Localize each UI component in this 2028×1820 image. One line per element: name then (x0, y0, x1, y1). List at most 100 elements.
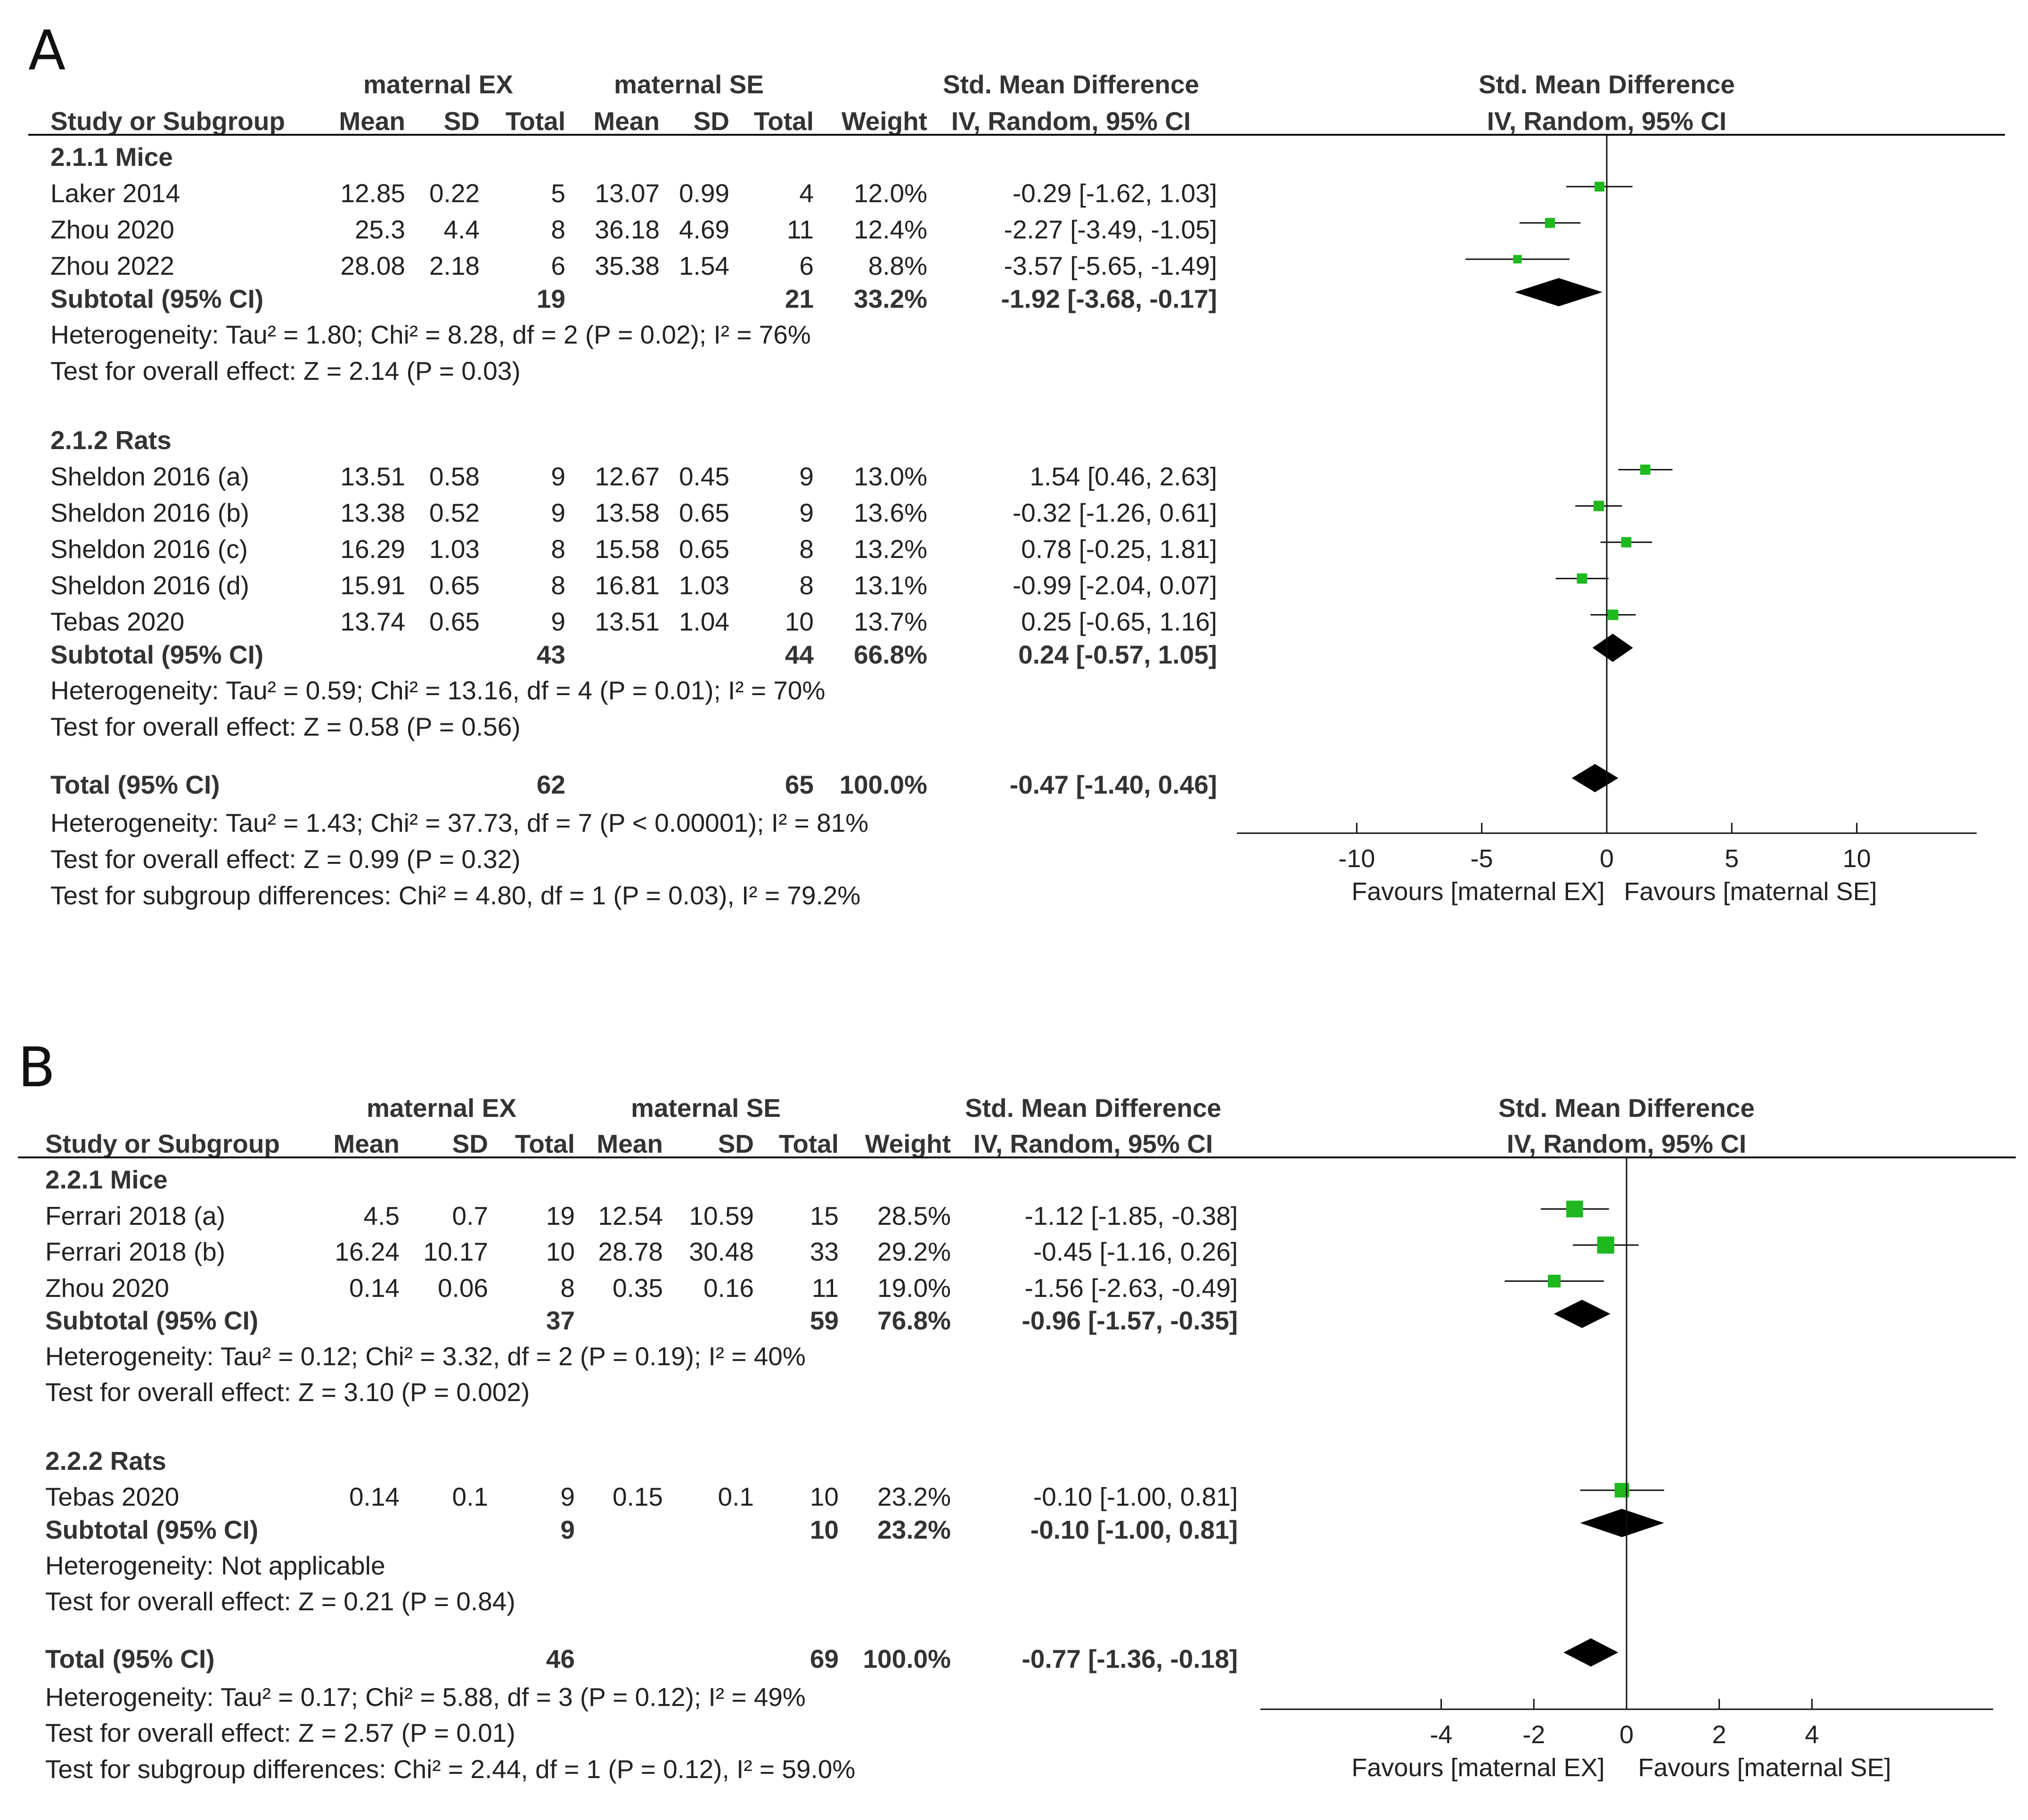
subgroup-title: 2.2.2 Rats (45, 1446, 166, 1476)
cell-weight: 23.2% (877, 1515, 951, 1544)
cell-ci: -2.27 [-3.49, -1.05] (1004, 215, 1218, 244)
summary-diamond (1514, 278, 1603, 306)
cell-sd-exp: 0.65 (429, 570, 480, 600)
overall-effect-text: Test for overall effect: Z = 2.14 (P = 0… (50, 356, 521, 386)
subgroup-differences-text: Test for subgroup differences: Chi² = 4.… (50, 880, 861, 910)
axis-tick-label: -10 (1338, 844, 1375, 873)
cell-ci: 0.25 [-0.65, 1.16] (1021, 607, 1217, 636)
cell-mean-exp: 16.24 (335, 1237, 400, 1266)
col-header-weight: Weight (865, 1129, 951, 1158)
header-rule (18, 1156, 2016, 1158)
favours-left-label: Favours [maternal EX] (1351, 877, 1604, 906)
col-header-mean: Mean (339, 107, 405, 136)
cell-total-ctl: 33 (810, 1237, 839, 1266)
cell-mean-ctl: 13.07 (595, 179, 660, 208)
summary-diamond (1571, 764, 1619, 793)
cell-total-exp: 9 (560, 1482, 575, 1512)
plot-header-ci: IV, Random, 95% CI (1487, 107, 1727, 136)
cell-weight: 8.8% (868, 251, 927, 280)
cell-total-exp: 9 (551, 498, 565, 527)
subgroup-title: 2.2.1 Mice (45, 1165, 168, 1194)
cell-weight: 100.0% (863, 1644, 951, 1674)
cell-weight: 28.5% (877, 1201, 951, 1230)
subtotal-label: Subtotal (95% CI) (45, 1306, 259, 1335)
study-marker (1608, 609, 1619, 620)
subgroup-title: 2.1.2 Rats (50, 425, 172, 455)
col-header-study: Study or Subgroup (50, 107, 286, 136)
cell-mean-ctl: 0.15 (612, 1482, 663, 1512)
cell-total-ctl: 4 (799, 179, 814, 208)
cell-mean-ctl: 12.54 (598, 1201, 663, 1230)
cell-total-exp: 10 (546, 1237, 575, 1266)
cell-sd-ctl: 0.99 (679, 179, 729, 208)
cell-sd-ctl: 1.54 (679, 251, 729, 280)
study-marker (1597, 1236, 1614, 1254)
cell-total-exp: 37 (546, 1306, 575, 1335)
study-marker (1577, 573, 1587, 584)
cell-mean-ctl: 15.58 (595, 534, 660, 564)
cell-mean-exp: 13.38 (340, 498, 405, 527)
cell-total-ctl: 65 (785, 770, 814, 800)
cell-total-exp: 9 (551, 461, 565, 491)
cell-mean-exp: 0.14 (349, 1482, 400, 1512)
summary-diamond (1580, 1508, 1664, 1537)
group-header-exp: maternal EX (367, 1093, 516, 1123)
cell-mean-exp: 12.85 (340, 179, 405, 208)
cell-mean-ctl: 35.38 (595, 251, 660, 280)
cell-total-exp: 62 (536, 770, 565, 800)
cell-mean-exp: 4.5 (363, 1201, 400, 1230)
total-overall-effect-text: Test for overall effect: Z = 0.99 (P = 0… (50, 844, 521, 874)
study-name: Ferrari 2018 (a) (45, 1201, 226, 1230)
axis-tick-label: 4 (1805, 1721, 1819, 1749)
effect-header: Std. Mean Difference (965, 1093, 1221, 1123)
col-header-total: Total (515, 1129, 575, 1158)
study-marker (1595, 181, 1605, 192)
cell-sd-exp: 4.4 (443, 215, 480, 244)
study-name: Sheldon 2016 (d) (50, 570, 249, 600)
cell-weight: 23.2% (877, 1482, 951, 1512)
cell-total-exp: 46 (546, 1644, 575, 1674)
cell-ci: -0.45 [-1.16, 0.26] (1033, 1237, 1238, 1266)
cell-ci: -0.10 [-1.00, 0.81] (1030, 1515, 1238, 1544)
group-header-ctl: maternal SE (614, 70, 764, 99)
subgroup-differences-text: Test for subgroup differences: Chi² = 2.… (45, 1754, 856, 1784)
col-header-mean: Mean (597, 1129, 663, 1158)
cell-total-ctl: 8 (799, 570, 814, 600)
axis-tick-label: 5 (1725, 844, 1739, 873)
overall-effect-text: Test for overall effect: Z = 0.21 (P = 0… (45, 1587, 515, 1616)
axis-tick-label: -2 (1522, 1721, 1545, 1749)
col-header-sd: SD (693, 107, 729, 136)
plot-header: Std. Mean Difference (1498, 1093, 1755, 1123)
cell-mean-exp: 0.14 (349, 1273, 400, 1303)
cell-weight: 33.2% (854, 284, 927, 313)
study-name: Zhou 2022 (50, 251, 174, 280)
plot-header-ci: IV, Random, 95% CI (1506, 1129, 1747, 1158)
study-name: Zhou 2020 (50, 215, 174, 244)
cell-sd-exp: 2.18 (429, 251, 480, 280)
cell-sd-exp: 1.03 (429, 534, 480, 564)
study-name: Tebas 2020 (45, 1482, 180, 1512)
cell-total-exp: 43 (536, 639, 565, 669)
subtotal-label: Subtotal (95% CI) (50, 639, 264, 669)
cell-mean-exp: 28.08 (340, 251, 405, 280)
col-header-total: Total (778, 1129, 839, 1158)
cell-sd-exp: 0.58 (429, 461, 480, 491)
subtotal-label: Subtotal (95% CI) (50, 284, 264, 313)
cell-sd-exp: 0.1 (452, 1482, 488, 1512)
cell-sd-ctl: 0.65 (679, 534, 729, 564)
cell-mean-exp: 13.51 (340, 461, 405, 491)
cell-total-exp: 6 (551, 251, 565, 280)
cell-ci: 0.24 [-0.57, 1.05] (1018, 639, 1217, 669)
cell-total-exp: 9 (560, 1515, 575, 1544)
subgroup-title: 2.1.1 Mice (50, 142, 173, 172)
cell-total-ctl: 8 (799, 534, 814, 564)
axis-tick-label: 2 (1712, 1721, 1726, 1749)
panel-label: A (28, 19, 66, 82)
cell-sd-ctl: 4.69 (679, 215, 729, 244)
col-header-sd: SD (452, 1129, 488, 1158)
study-name: Laker 2014 (50, 179, 180, 208)
cell-total-ctl: 21 (785, 284, 814, 313)
favours-right-label: Favours [maternal SE] (1624, 877, 1877, 906)
total-heterogeneity-text: Heterogeneity: Tau² = 0.17; Chi² = 5.88,… (45, 1682, 806, 1712)
cell-total-ctl: 59 (810, 1306, 839, 1335)
